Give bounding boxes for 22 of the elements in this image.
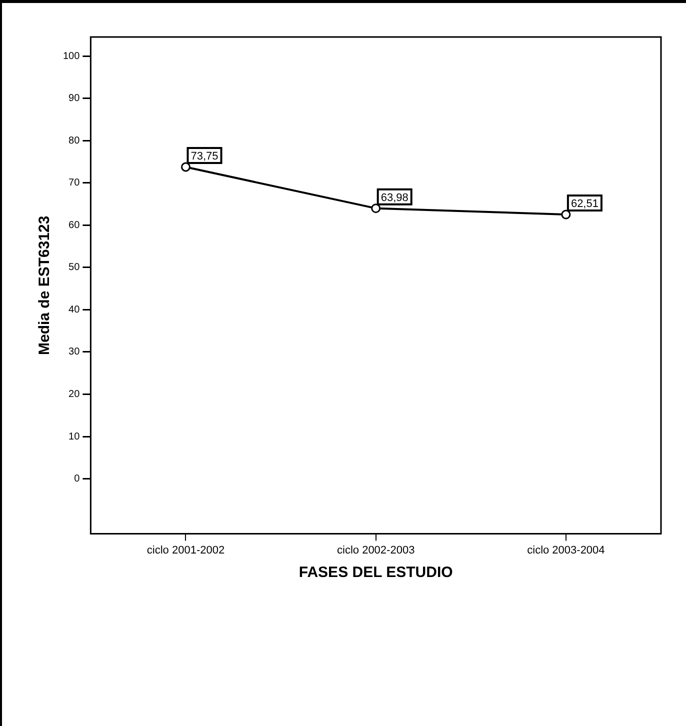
data-label: 73,75: [190, 150, 218, 163]
y-tick-label: 60: [68, 220, 80, 231]
x-tick-label: ciclo 2002-2003: [337, 544, 415, 556]
y-tick-label: 70: [68, 178, 80, 189]
x-axis-title: FASES DEL ESTUDIO: [298, 564, 454, 582]
data-label: 63,98: [380, 192, 408, 204]
data-label: 62,51: [570, 198, 598, 210]
point: [180, 162, 190, 172]
y-tick-label: 80: [68, 135, 80, 146]
point: [371, 204, 381, 214]
y-tick-label: 20: [68, 389, 80, 400]
x-tick-label: ciclo 2001-2002: [146, 544, 225, 556]
y-tick-label: 30: [68, 346, 80, 358]
y-tick-label: 90: [68, 93, 80, 104]
y-tick-label: 40: [68, 304, 80, 316]
point: [561, 210, 571, 220]
y-tick-label: 10: [68, 431, 80, 442]
y-tick-label: 100: [62, 50, 80, 62]
y-tick-label: 50: [68, 262, 80, 274]
y-axis-title: Media de EST63123: [36, 216, 54, 356]
y-tick-label: 0: [74, 474, 80, 485]
x-tick-label: ciclo 2003-2004: [527, 544, 605, 556]
